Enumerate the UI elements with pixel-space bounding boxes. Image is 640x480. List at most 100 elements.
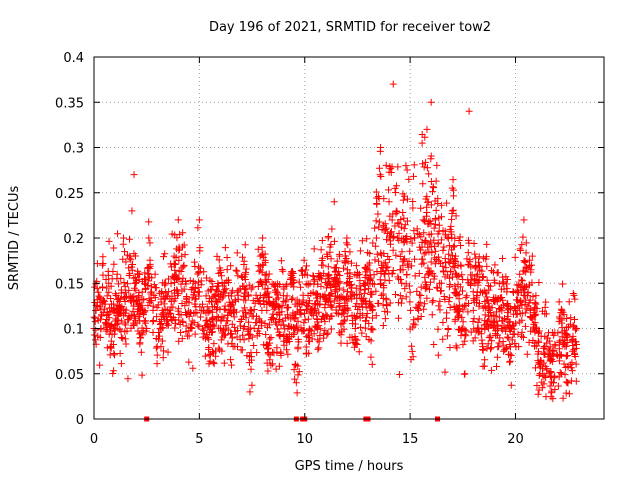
data-point	[188, 324, 196, 332]
data-point	[99, 296, 107, 304]
data-point	[515, 289, 523, 297]
data-point	[195, 216, 203, 224]
data-point	[110, 367, 118, 375]
data-point	[561, 371, 569, 379]
data-point	[185, 358, 193, 366]
data-point	[160, 253, 168, 261]
data-point	[115, 310, 123, 318]
data-point	[110, 244, 118, 252]
data-point	[195, 323, 203, 331]
data-point	[186, 277, 194, 285]
data-point	[223, 253, 231, 261]
data-point	[144, 277, 152, 285]
data-point	[342, 239, 350, 247]
data-point	[423, 294, 431, 302]
data-point	[99, 253, 107, 261]
data-point	[117, 334, 125, 342]
data-point	[441, 258, 449, 266]
data-point	[430, 341, 438, 349]
data-point	[234, 272, 242, 280]
data-point	[567, 314, 575, 322]
data-point	[404, 195, 412, 203]
data-point	[542, 298, 550, 306]
data-point	[470, 325, 478, 333]
data-point	[481, 356, 489, 364]
data-point	[344, 257, 352, 265]
data-point	[403, 166, 411, 174]
data-point	[521, 300, 529, 308]
data-point	[153, 360, 161, 368]
data-point	[518, 309, 526, 317]
data-point	[362, 313, 370, 321]
data-point	[407, 306, 415, 314]
data-point	[515, 343, 523, 351]
data-point	[381, 315, 389, 323]
data-point	[530, 320, 538, 328]
data-point	[408, 342, 416, 350]
data-point	[498, 317, 506, 325]
data-point	[164, 348, 172, 356]
data-point	[514, 330, 522, 338]
data-point	[331, 276, 339, 284]
data-point	[432, 206, 440, 214]
data-point	[287, 274, 295, 282]
data-point	[321, 278, 329, 286]
data-point	[491, 261, 499, 269]
data-point	[522, 268, 530, 276]
data-point	[567, 364, 575, 372]
data-point	[210, 360, 218, 368]
data-point	[273, 310, 281, 318]
data-point	[228, 301, 236, 309]
data-point	[406, 247, 414, 255]
data-point	[127, 256, 135, 264]
data-point	[439, 227, 447, 235]
data-point	[414, 230, 422, 238]
data-point	[274, 325, 282, 333]
data-point	[272, 365, 280, 373]
data-point	[110, 300, 118, 308]
data-point	[200, 326, 208, 334]
data-point	[99, 309, 107, 317]
data-point	[526, 305, 534, 313]
data-point	[330, 237, 338, 245]
data-point	[452, 269, 460, 277]
data-point	[410, 316, 418, 324]
data-point	[364, 285, 372, 293]
data-point	[564, 379, 572, 387]
data-point	[405, 282, 413, 290]
y-tick-label: 0.35	[55, 96, 84, 111]
data-point	[280, 331, 288, 339]
data-point	[242, 268, 250, 276]
data-point	[327, 255, 335, 263]
data-point	[549, 352, 557, 360]
data-point	[292, 379, 300, 387]
data-point	[134, 300, 142, 308]
data-point	[187, 320, 195, 328]
y-tick-label: 0.2	[63, 232, 84, 247]
data-point	[121, 298, 129, 306]
data-point	[207, 350, 215, 358]
data-point	[216, 292, 224, 300]
data-point	[541, 332, 549, 340]
data-point	[341, 252, 349, 260]
data-point	[535, 348, 543, 356]
data-point	[330, 198, 338, 206]
data-point	[476, 299, 484, 307]
data-point	[435, 257, 443, 265]
data-point	[233, 267, 241, 275]
data-point	[527, 266, 535, 274]
data-point	[496, 334, 504, 342]
data-point	[471, 261, 479, 269]
data-point	[144, 301, 152, 309]
data-point	[425, 268, 433, 276]
data-point	[441, 273, 449, 281]
data-point	[343, 312, 351, 320]
data-point	[244, 292, 252, 300]
data-point	[499, 255, 507, 263]
data-point	[566, 320, 574, 328]
data-point	[464, 276, 472, 284]
data-point	[280, 341, 288, 349]
data-point	[484, 312, 492, 320]
data-point	[326, 291, 334, 299]
data-point	[373, 250, 381, 258]
